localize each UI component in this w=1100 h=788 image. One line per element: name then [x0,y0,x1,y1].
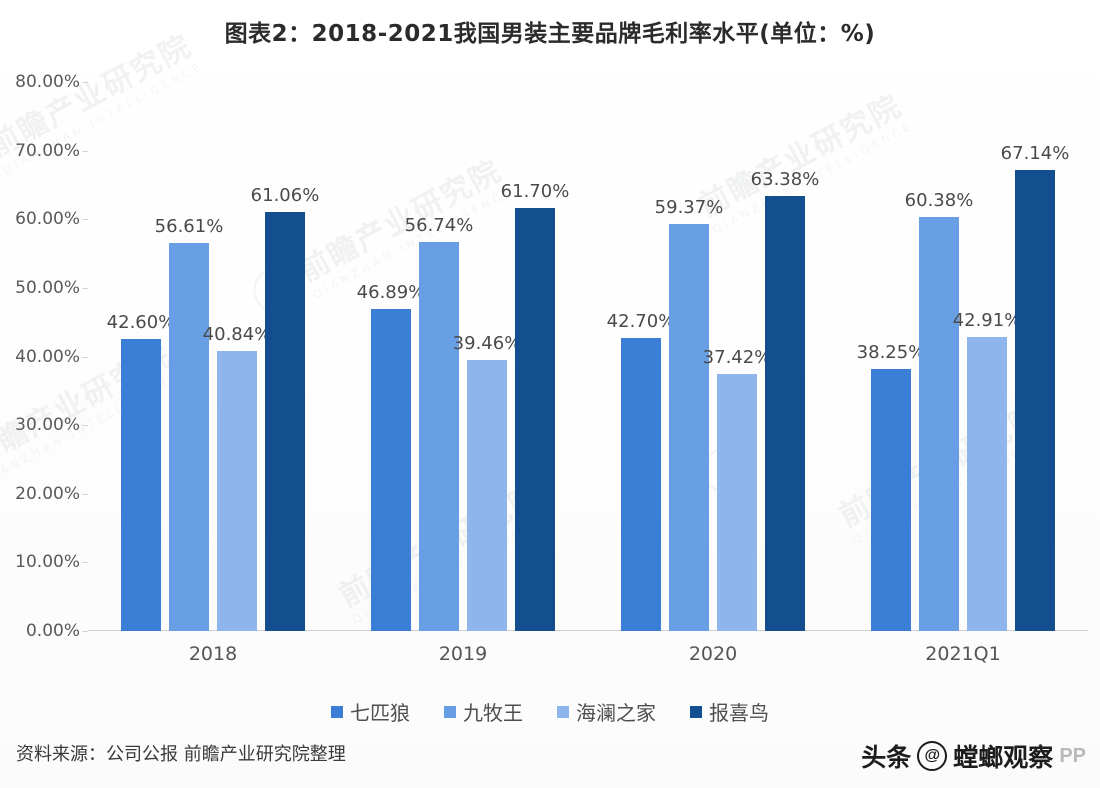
bar-value-label: 42.60% [106,311,176,333]
x-axis-category-label: 2019 [438,643,488,665]
legend-swatch-icon [444,705,456,718]
bar-group: 42.70% 59.37% 37.42% 63.38% 2020 [607,82,820,665]
brand-platform: 头条 [861,743,912,772]
y-axis-tick-label: 20.00% [15,483,80,504]
bar[interactable]: 56.74% [405,215,473,631]
x-axis-category-label: 2018 [188,643,238,665]
y-axis-tick-label: 80.00% [15,72,80,92]
y-axis-tick-mark [82,356,88,358]
bar[interactable]: 60.38% [905,190,973,631]
y-axis-tick-mark [82,631,88,632]
y-axis-tick-mark [82,150,88,152]
y-axis-tick-label: 60.00% [15,209,80,230]
bar-value-label: 42.70% [606,310,676,332]
y-axis-tick-label: 10.00% [15,552,80,573]
source-note: 资料来源：公司公报 前瞻产业研究院整理 [16,744,346,765]
bar[interactable]: 61.06% [251,185,319,631]
legend-swatch-icon [557,705,569,718]
brand-account: 螳螂观察 [953,743,1054,772]
plot-area: 80.00% 70.00% 60.00% 50.00% 40.00% 30.00% 20.0… [15,72,1088,665]
legend-item[interactable]: 报喜鸟 [690,697,769,726]
bar[interactable]: 63.38% [751,169,819,631]
legend-label: 七匹狼 [350,701,410,725]
x-axis-category-label: 2020 [688,643,738,665]
bar-value-label: 60.38% [904,189,974,211]
y-axis-tick-label: 50.00% [15,277,80,298]
x-axis-line [88,630,1088,631]
bar-group: 38.25% 60.38% 42.91% 67.14% 2021Q1 [857,82,1070,665]
y-axis-tick-mark [82,287,88,289]
brand-suffix: PP [1059,744,1086,767]
bar-value-label: 56.74% [404,214,474,236]
legend-item[interactable]: 海澜之家 [557,697,656,726]
bar-value-label: 39.46% [452,333,522,355]
chart-legend: 七匹狼 九牧王 海澜之家 报喜鸟 [0,697,1100,726]
y-axis-tick-label: 40.00% [15,346,80,367]
legend-swatch-icon [331,705,343,718]
bar-value-label: 61.70% [500,180,570,202]
y-axis-tick-label: 70.00% [15,140,80,161]
bar-value-label: 38.25% [856,341,926,363]
bar[interactable]: 56.61% [155,216,223,631]
bar-value-label: 42.91% [952,309,1022,331]
bar-value-label: 40.84% [202,323,272,345]
legend-label: 海澜之家 [576,701,656,725]
bar-group: 42.60% 56.61% 40.84% 61.06% 2018 [107,82,320,665]
y-axis-tick-mark [82,82,88,83]
bar-value-label: 61.06% [250,184,320,206]
bar-value-label: 37.42% [702,347,772,369]
legend-label: 九牧王 [463,701,523,725]
y-axis-tick-label: 0.00% [25,621,80,641]
bar[interactable]: 37.42% [703,347,771,631]
bar[interactable]: 46.89% [357,282,425,631]
bar-group: 46.89% 56.74% 39.46% 61.70% 2019 [357,82,570,665]
bar[interactable]: 42.70% [607,311,675,631]
bar[interactable]: 67.14% [1001,143,1069,631]
bar[interactable]: 39.46% [453,333,521,631]
bar[interactable]: 40.84% [203,324,271,631]
at-icon: @ [917,741,948,771]
brand-watermark: 头条 @ 螳螂观察 PP [861,738,1086,774]
y-axis-tick-mark [82,425,88,427]
legend-swatch-icon [690,705,702,718]
y-axis-tick-label: 30.00% [15,415,80,436]
y-axis-tick-mark [82,493,88,495]
legend-item[interactable]: 七匹狼 [331,697,410,726]
bar[interactable]: 42.60% [107,312,175,631]
legend-label: 报喜鸟 [709,701,769,725]
bar-value-label: 59.37% [654,196,724,218]
bar-value-label: 56.61% [154,215,224,237]
bar[interactable]: 42.91% [953,310,1021,631]
bar[interactable]: 59.37% [655,197,723,631]
x-axis-category-label: 2021Q1 [925,643,1001,665]
bar-value-label: 67.14% [1000,143,1070,165]
y-axis-tick-mark [82,219,88,221]
bar-value-label: 63.38% [750,169,820,191]
chart-title: 图表2：2018-2021我国男装主要品牌毛利率水平(单位：%) [224,21,876,47]
bar[interactable]: 38.25% [857,342,925,631]
bar-value-label: 46.89% [356,282,426,304]
y-axis-tick-mark [82,562,88,564]
bar[interactable]: 61.70% [501,181,569,631]
legend-item[interactable]: 九牧王 [444,697,523,726]
